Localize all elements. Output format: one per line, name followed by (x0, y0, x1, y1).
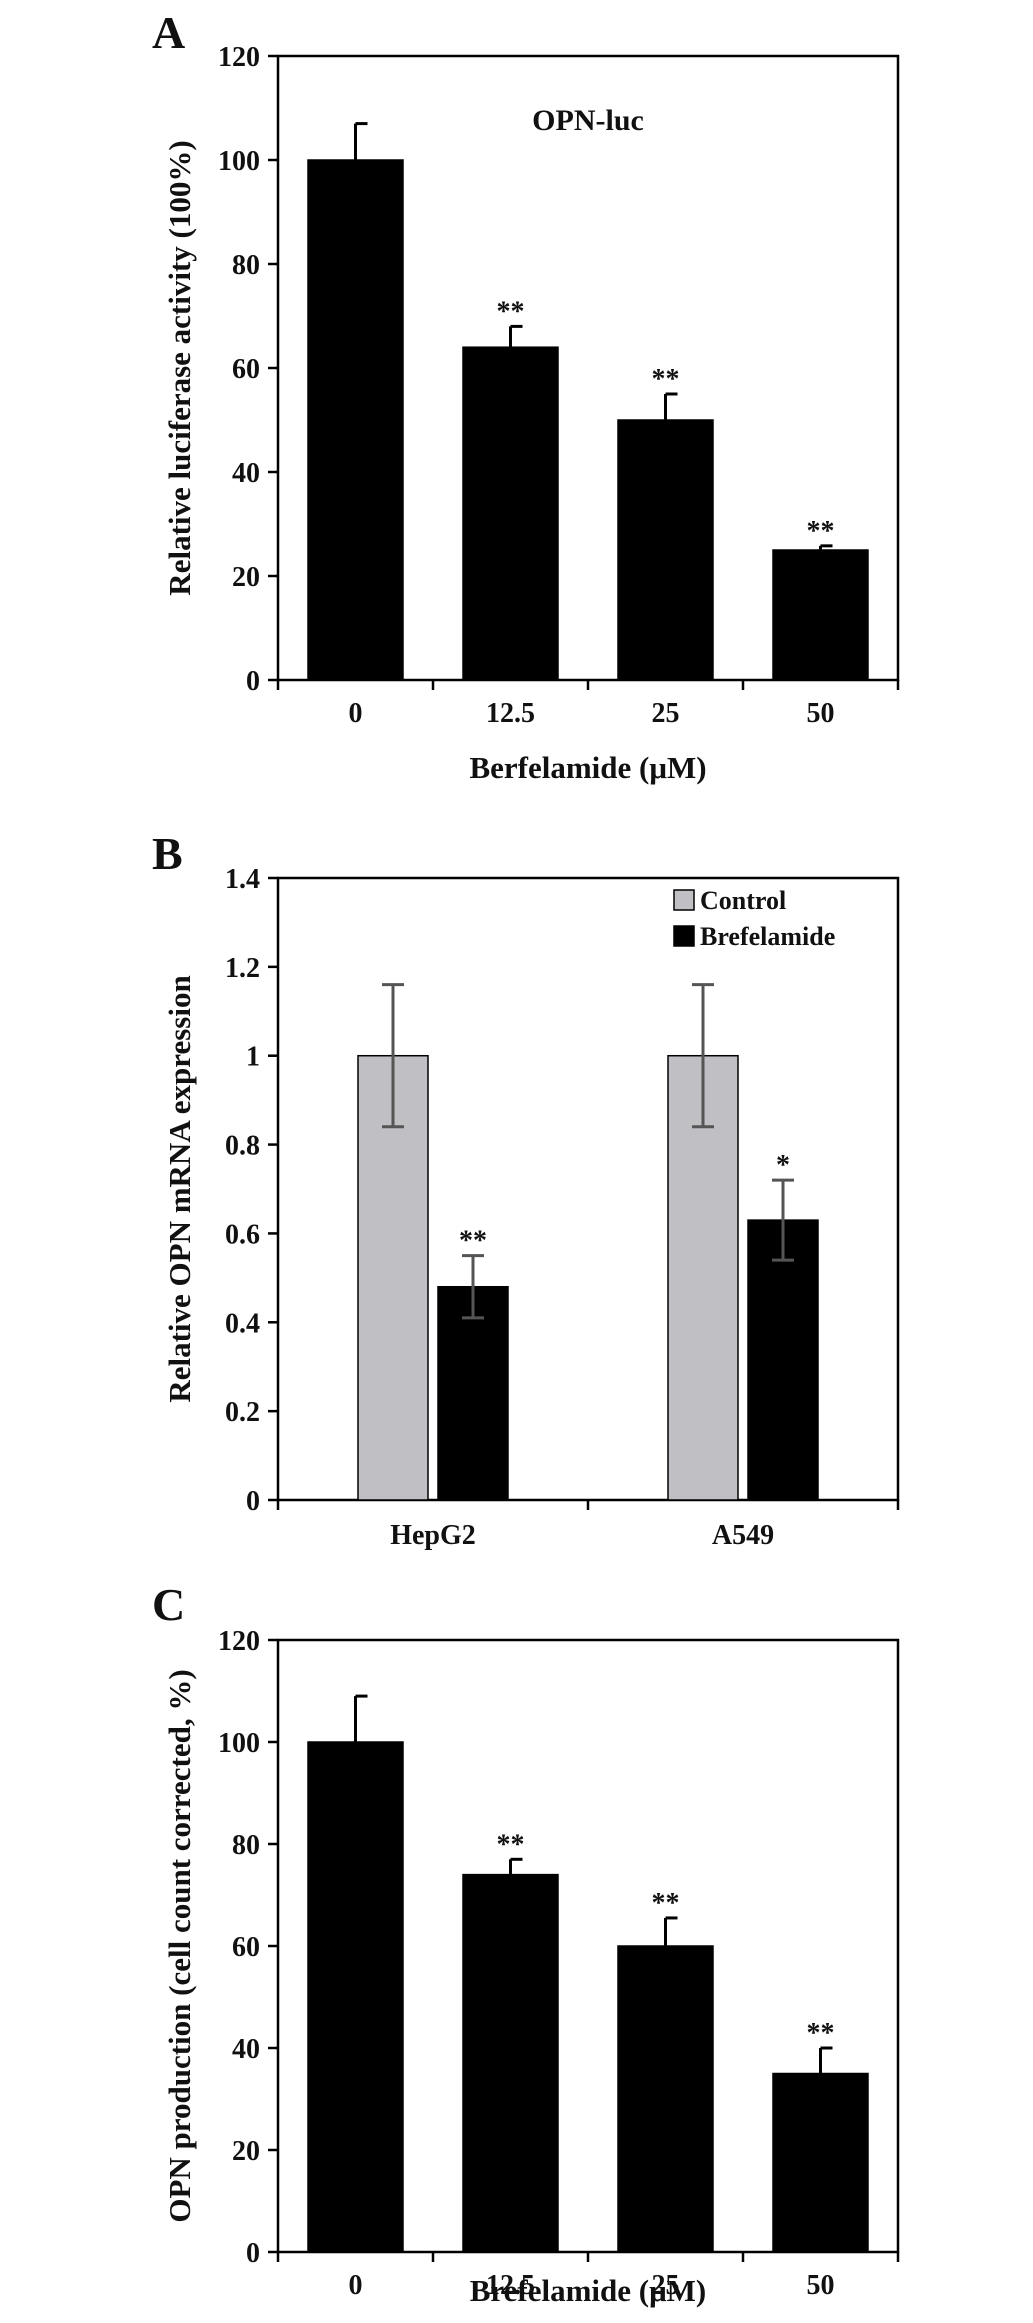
panel-c: C Brefelamide (μM) OPN production (cell … (152, 1579, 900, 2308)
panel-a-significance-marker: ** (807, 516, 835, 547)
panel-a-bar (307, 159, 404, 681)
panel-a-y-tick-label: 60 (232, 354, 260, 385)
panel-c-bar (617, 1945, 714, 2253)
panel-c-label: C (152, 1579, 185, 1630)
panel-c-significance-marker: ** (652, 1888, 680, 1919)
panel-a-x-axis-label: Berfelamide (μM) (469, 750, 706, 785)
panel-a-y-axis-label: Relative luciferase activity (100%) (162, 140, 197, 595)
panel-a-annotation: OPN-luc (532, 104, 644, 137)
panel-a-x-tick-label: 12.5 (486, 698, 535, 729)
panel-a-x-tick-label: 50 (807, 698, 835, 729)
panel-b-y-tick-label: 0.6 (225, 1219, 260, 1250)
legend-swatch-brefelamide (673, 925, 695, 947)
panel-a: A OPN-luc Berfelamide (μM) Relative luci… (152, 7, 900, 785)
panel-a-x-tick-label: 0 (349, 698, 363, 729)
legend-label-brefelamide: Brefelamide (700, 922, 835, 951)
panel-c-x-axis-label: Brefelamide (μM) (470, 2273, 707, 2308)
panel-a-y-tick-label: 0 (246, 666, 260, 697)
panel-a-label: A (152, 7, 185, 58)
panel-b-bar (437, 1285, 509, 1501)
panel-a-bar (617, 419, 714, 681)
panel-c-y-tick-label: 40 (232, 2034, 260, 2065)
panel-c-y-tick-label: 0 (246, 2238, 260, 2269)
panel-b-y-tick-label: 1.2 (225, 953, 260, 984)
panel-b-label: B (152, 828, 183, 879)
panel-c-bar (772, 2072, 869, 2253)
panel-a-y-tick-label: 100 (218, 146, 260, 177)
panel-a-x-tick-label: 25 (652, 698, 680, 729)
panel-c-x-tick-label: 25 (652, 2270, 680, 2301)
panel-c-significance-marker: ** (497, 1829, 525, 1860)
panel-b-significance-marker: ** (459, 1226, 487, 1257)
panel-c-y-tick-label: 20 (232, 2136, 260, 2167)
panel-b-y-axis-label: Relative OPN mRNA expression (162, 975, 197, 1402)
panel-a-bar (772, 549, 869, 681)
panel-c-y-tick-label: 120 (218, 1626, 260, 1657)
panel-a-y-tick-label: 120 (218, 42, 260, 73)
panel-b-x-tick-label: A549 (712, 1520, 774, 1551)
panel-c-x-tick-label: 0 (349, 2270, 363, 2301)
panel-c-significance-marker: ** (807, 2018, 835, 2049)
panel-b-significance-marker: * (776, 1150, 790, 1181)
panel-c-y-axis-label: OPN production (cell count corrected, %) (162, 1669, 197, 2222)
panel-b-y-tick-label: 1 (246, 1042, 260, 1073)
panel-b-y-tick-label: 0 (246, 1486, 260, 1517)
panel-b-bar (747, 1219, 819, 1501)
legend-swatch-control (673, 889, 695, 911)
panel-a-y-tick-label: 20 (232, 562, 260, 593)
panel-c-y-tick-label: 60 (232, 1932, 260, 1963)
panel-c-bar (307, 1741, 404, 2253)
panel-c-x-tick-label: 12.5 (486, 2270, 535, 2301)
panel-a-bar (462, 346, 559, 681)
panel-b-bar (667, 1054, 739, 1501)
panel-b-legend: Control Brefelamide (673, 886, 835, 951)
panel-a-significance-marker: ** (652, 364, 680, 395)
panel-b-y-tick-label: 0.8 (225, 1131, 260, 1162)
panel-b-bar (357, 1054, 429, 1501)
panel-a-y-tick-label: 80 (232, 250, 260, 281)
legend-label-control: Control (700, 886, 786, 915)
panel-c-y-tick-label: 80 (232, 1830, 260, 1861)
panel-c-x-tick-label: 50 (807, 2270, 835, 2301)
panel-c-y-tick-label: 100 (218, 1728, 260, 1759)
panel-c-bar (462, 1873, 559, 2253)
panel-a-y-tick-label: 40 (232, 458, 260, 489)
panel-b-y-tick-label: 1.4 (225, 864, 260, 895)
panel-b-y-tick-label: 0.2 (225, 1397, 260, 1428)
panel-a-significance-marker: ** (497, 296, 525, 327)
panel-b-y-tick-label: 0.4 (225, 1308, 260, 1339)
panel-b-x-tick-label: HepG2 (390, 1520, 476, 1551)
panel-b: B Control Brefelamide Relative OPN mRNA … (152, 828, 900, 1551)
